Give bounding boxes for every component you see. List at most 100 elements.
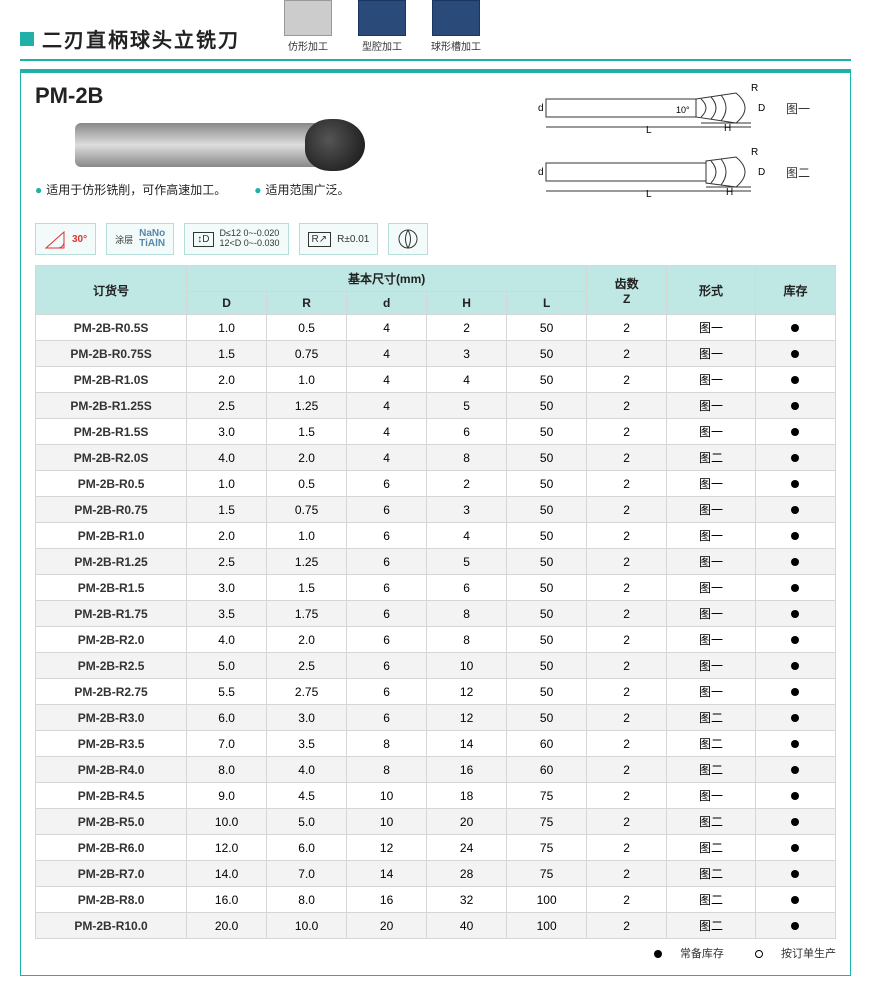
cell-r: 5.0 <box>267 809 347 835</box>
cell-form: 图二 <box>667 809 756 835</box>
tool-photo <box>75 123 335 167</box>
cell-h: 32 <box>427 887 507 913</box>
cell-stock <box>755 471 835 497</box>
cell-form: 图一 <box>667 549 756 575</box>
cell-l: 75 <box>507 835 587 861</box>
note-1: 适用于仿形铣削，可作高速加工。 <box>46 183 226 197</box>
cell-d: 10 <box>347 809 427 835</box>
cell-partno: PM-2B-R7.0 <box>36 861 187 887</box>
table-row: PM-2B-R3.06.03.0612502图二 <box>36 705 836 731</box>
cell-r: 0.75 <box>267 341 347 367</box>
table-row: PM-2B-R6.012.06.01224752图二 <box>36 835 836 861</box>
cell-l: 50 <box>507 601 587 627</box>
cell-partno: PM-2B-R2.75 <box>36 679 187 705</box>
cell-stock <box>755 783 835 809</box>
cell-form: 图一 <box>667 679 756 705</box>
cell-stock <box>755 757 835 783</box>
cell-l: 50 <box>507 445 587 471</box>
cell-r: 1.0 <box>267 523 347 549</box>
cell-partno: PM-2B-R0.5 <box>36 471 187 497</box>
cell-form: 图一 <box>667 471 756 497</box>
cell-r: 2.0 <box>267 627 347 653</box>
cell-d: 16 <box>347 887 427 913</box>
table-row: PM-2B-R7.014.07.01428752图二 <box>36 861 836 887</box>
cell-z: 2 <box>587 497 667 523</box>
cell-form: 图二 <box>667 887 756 913</box>
cell-l: 50 <box>507 315 587 341</box>
diagram-2-label: 图二 <box>786 164 810 181</box>
cell-partno: PM-2B-R1.5S <box>36 419 187 445</box>
cell-partno: PM-2B-R4.0 <box>36 757 187 783</box>
cell-stock <box>755 549 835 575</box>
cell-z: 2 <box>587 549 667 575</box>
cell-partno: PM-2B-R3.0 <box>36 705 187 731</box>
cell-l: 50 <box>507 549 587 575</box>
cell-h: 10 <box>427 653 507 679</box>
table-row: PM-2B-R1.25S2.51.2545502图一 <box>36 393 836 419</box>
cell-partno: PM-2B-R2.0 <box>36 627 187 653</box>
table-row: PM-2B-R0.75S1.50.7543502图一 <box>36 341 836 367</box>
cell-d-cap: 1.0 <box>187 315 267 341</box>
diagram-1: d 10° D R L H <box>536 83 776 133</box>
th-d: d <box>347 292 427 315</box>
cell-r: 8.0 <box>267 887 347 913</box>
tech-diagrams: d 10° D R L H 图一 <box>536 83 836 211</box>
cell-z: 2 <box>587 341 667 367</box>
badge-coating: 涂层 NaNo TiAlN <box>106 223 174 255</box>
table-row: PM-2B-R2.55.02.5610502图一 <box>36 653 836 679</box>
th-z: 齿数Z <box>587 266 667 315</box>
th-stock: 库存 <box>755 266 835 315</box>
svg-text:R: R <box>751 147 758 158</box>
cell-d-cap: 1.5 <box>187 341 267 367</box>
table-row: PM-2B-R1.252.51.2565502图一 <box>36 549 836 575</box>
cell-form: 图一 <box>667 575 756 601</box>
title-bar: 二刃直柄球头立铣刀 仿形加工 型腔加工 球形槽加工 <box>20 0 851 61</box>
cell-stock <box>755 653 835 679</box>
cell-r: 4.5 <box>267 783 347 809</box>
cell-h: 5 <box>427 393 507 419</box>
cell-stock <box>755 679 835 705</box>
cell-r: 10.0 <box>267 913 347 939</box>
spec-table-head: 订货号 基本尺寸(mm) 齿数Z 形式 库存 D R d H L <box>36 266 836 315</box>
cell-stock <box>755 627 835 653</box>
cell-d: 12 <box>347 835 427 861</box>
cell-z: 2 <box>587 913 667 939</box>
cell-r: 2.5 <box>267 653 347 679</box>
cell-r: 4.0 <box>267 757 347 783</box>
cell-d: 20 <box>347 913 427 939</box>
badge-radius-tol: R↗ R±0.01 <box>299 223 379 255</box>
cell-d: 6 <box>347 601 427 627</box>
cell-form: 图一 <box>667 783 756 809</box>
cell-z: 2 <box>587 367 667 393</box>
cell-r: 1.5 <box>267 419 347 445</box>
cell-r: 3.0 <box>267 705 347 731</box>
cell-d: 6 <box>347 471 427 497</box>
cell-d: 6 <box>347 679 427 705</box>
cell-h: 40 <box>427 913 507 939</box>
table-row: PM-2B-R4.59.04.51018752图一 <box>36 783 836 809</box>
cell-partno: PM-2B-R5.0 <box>36 809 187 835</box>
cell-stock <box>755 445 835 471</box>
badge-flute-icon <box>388 223 428 255</box>
cell-z: 2 <box>587 601 667 627</box>
th-partno: 订货号 <box>36 266 187 315</box>
th-l: L <box>507 292 587 315</box>
cell-form: 图一 <box>667 627 756 653</box>
cell-d: 6 <box>347 627 427 653</box>
svg-text:D: D <box>758 167 765 178</box>
cell-form: 图一 <box>667 653 756 679</box>
cell-l: 50 <box>507 419 587 445</box>
cell-d-cap: 20.0 <box>187 913 267 939</box>
th-dims-group: 基本尺寸(mm) <box>187 266 587 292</box>
cell-h: 8 <box>427 601 507 627</box>
cell-h: 8 <box>427 627 507 653</box>
cell-d-cap: 12.0 <box>187 835 267 861</box>
badge-helix-angle: 30° <box>35 223 96 255</box>
cell-l: 50 <box>507 627 587 653</box>
table-row: PM-2B-R8.016.08.016321002图二 <box>36 887 836 913</box>
cell-h: 3 <box>427 341 507 367</box>
cell-d: 14 <box>347 861 427 887</box>
th-form: 形式 <box>667 266 756 315</box>
table-row: PM-2B-R4.08.04.0816602图二 <box>36 757 836 783</box>
cell-h: 4 <box>427 367 507 393</box>
